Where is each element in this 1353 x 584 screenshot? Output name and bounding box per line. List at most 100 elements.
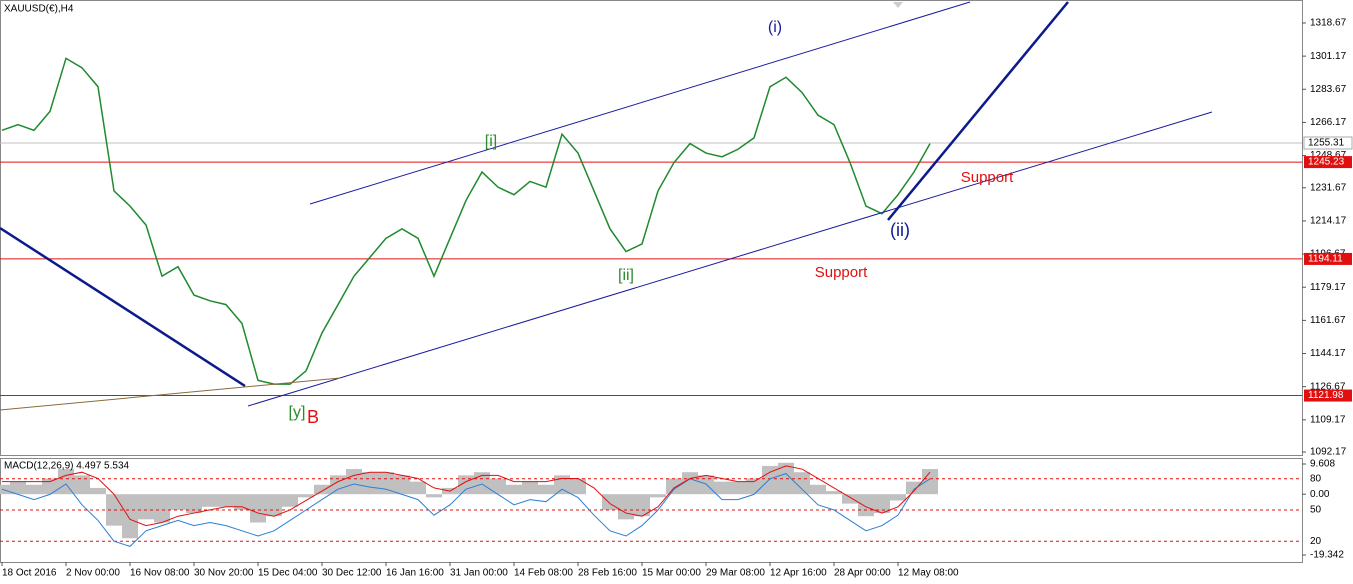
macd-bar bbox=[634, 494, 650, 517]
x-tick-label: 28 Apr 00:00 bbox=[834, 568, 891, 579]
macd-bar bbox=[922, 469, 938, 495]
wave-label: [y] bbox=[289, 404, 306, 421]
x-tick-label: 30 Dec 12:00 bbox=[322, 568, 382, 579]
y-tick-label: 1318.67 bbox=[1310, 18, 1347, 29]
price-panel bbox=[0, 0, 1303, 456]
y-tick-label: 1092.17 bbox=[1310, 447, 1347, 458]
wave-label: (ii) bbox=[890, 220, 910, 240]
channel-line bbox=[247, 111, 1213, 407]
support-label: Support bbox=[815, 264, 868, 281]
y-tick-label: 1248.67 bbox=[1310, 150, 1347, 161]
y2-tick-label: 20 bbox=[1310, 536, 1322, 547]
signal-line bbox=[2, 465, 931, 527]
macd-bar bbox=[362, 472, 378, 495]
macd-bar bbox=[650, 494, 666, 498]
channel-line bbox=[309, 1, 971, 205]
macd-bar bbox=[906, 481, 922, 495]
x-tick-label: 12 May 08:00 bbox=[898, 568, 959, 579]
macd-bar bbox=[170, 494, 186, 510]
trend-line bbox=[0, 377, 341, 411]
price-tag-label: 1194.11 bbox=[1308, 254, 1343, 265]
price-tag bbox=[1304, 156, 1352, 169]
y2-tick-label: 80 bbox=[1310, 473, 1322, 484]
x-tick-label: 2 Nov 00:00 bbox=[66, 568, 120, 579]
macd-title: MACD(12,26,9) 4.497 5.534 bbox=[4, 461, 130, 472]
macd-bar bbox=[234, 494, 250, 510]
trend-line bbox=[887, 1, 1069, 221]
y-tick-label: 9.608 bbox=[1310, 459, 1335, 470]
macd-bar bbox=[250, 494, 266, 523]
macd-bar bbox=[874, 494, 890, 514]
macd-bar bbox=[762, 465, 778, 495]
macd-bar bbox=[186, 494, 202, 514]
macd-bar bbox=[714, 481, 730, 495]
arrow-marker bbox=[893, 2, 903, 8]
macd-bar bbox=[842, 494, 858, 504]
macd-bar bbox=[490, 478, 506, 495]
y-tick-label: 1266.17 bbox=[1310, 117, 1347, 128]
macd-bar bbox=[506, 484, 522, 495]
macd-bar bbox=[746, 478, 762, 495]
support-label: Support bbox=[961, 169, 1014, 186]
price-tag bbox=[1304, 389, 1352, 402]
macd-bar bbox=[10, 481, 26, 495]
chart-title: XAUUSD(€),H4 bbox=[4, 4, 74, 15]
macd-bar bbox=[890, 494, 906, 501]
macd-bar bbox=[138, 494, 154, 520]
price-tag bbox=[1303, 136, 1353, 150]
y-tick-label: 1144.17 bbox=[1310, 348, 1346, 359]
macd-bar bbox=[522, 481, 538, 495]
macd-bar bbox=[570, 478, 586, 495]
macd-bar bbox=[298, 494, 314, 498]
x-tick-label: 30 Nov 20:00 bbox=[194, 568, 254, 579]
x-tick-label: 16 Jan 16:00 bbox=[386, 568, 444, 579]
wave-label: [ii] bbox=[618, 267, 634, 284]
macd-bar bbox=[346, 469, 362, 495]
trend-line bbox=[0, 226, 246, 388]
macd-bar bbox=[618, 494, 634, 520]
macd-bar bbox=[394, 475, 410, 495]
macd-bar bbox=[554, 475, 570, 495]
macd-bar bbox=[826, 491, 842, 495]
price-tag bbox=[1304, 252, 1352, 265]
y-tick-label: 1214.17 bbox=[1310, 216, 1347, 227]
macd-bar bbox=[74, 475, 90, 495]
wave-label: [i] bbox=[485, 133, 497, 150]
x-tick-label: 16 Nov 08:00 bbox=[130, 568, 190, 579]
y-tick-label: 0.00 bbox=[1310, 489, 1330, 500]
macd-bar bbox=[266, 494, 282, 517]
x-tick-label: 15 Dec 04:00 bbox=[258, 568, 318, 579]
x-tick-label: 14 Feb 08:00 bbox=[514, 568, 573, 579]
macd-bar bbox=[698, 475, 714, 495]
x-tick-label: 28 Feb 16:00 bbox=[578, 568, 637, 579]
y-tick-label: 1109.17 bbox=[1310, 414, 1346, 425]
macd-bar bbox=[122, 494, 138, 539]
x-tick-label: 15 Mar 00:00 bbox=[642, 568, 701, 579]
macd-bar bbox=[202, 494, 218, 507]
y-tick-label: 1301.17 bbox=[1310, 51, 1347, 62]
x-tick-label: 31 Jan 00:00 bbox=[450, 568, 508, 579]
y-tick-label: 1161.67 bbox=[1310, 315, 1346, 326]
y-tick-label: -19.342 bbox=[1310, 550, 1344, 561]
macd-bar bbox=[538, 484, 554, 495]
y2-tick-label: 50 bbox=[1310, 505, 1322, 516]
macd-bar bbox=[474, 472, 490, 495]
y-tick-label: 1283.67 bbox=[1310, 84, 1347, 95]
macd-bar bbox=[858, 494, 874, 517]
price-tag-label: 1245.23 bbox=[1308, 157, 1345, 168]
macd-bar bbox=[410, 481, 426, 495]
macd-bar bbox=[154, 494, 170, 523]
x-tick-label: 29 Mar 08:00 bbox=[706, 568, 765, 579]
wave-label: (i) bbox=[768, 19, 782, 36]
macd-bar bbox=[314, 484, 330, 495]
macd-bar bbox=[426, 494, 442, 498]
oscillator-line bbox=[1, 473, 931, 547]
macd-bar bbox=[602, 494, 618, 510]
macd-bar bbox=[282, 494, 298, 507]
price-line bbox=[1, 57, 931, 385]
macd-bar bbox=[90, 487, 106, 495]
price-tag-label: 1121.98 bbox=[1308, 390, 1344, 401]
macd-bar bbox=[794, 472, 810, 495]
y-tick-label: 1179.17 bbox=[1310, 282, 1346, 293]
